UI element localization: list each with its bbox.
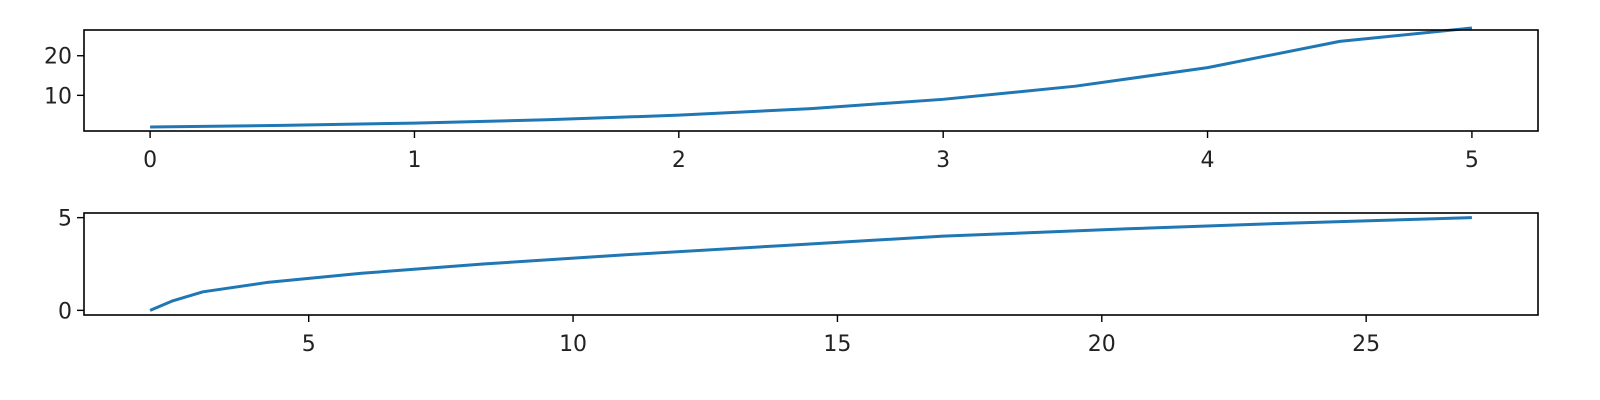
- x-tick-label: 2: [672, 148, 686, 173]
- x-tick-label: 15: [823, 332, 851, 357]
- x-tick-label: 3: [936, 148, 950, 173]
- x-tick-label: 0: [143, 148, 157, 173]
- x-tick-label: 5: [302, 332, 316, 357]
- bottom-subplot: 5 10 15 20 25 0 5: [58, 207, 1539, 357]
- y-tick-label: 20: [44, 45, 72, 70]
- x-tick-label: 1: [407, 148, 421, 173]
- axes-frame: [83, 29, 1539, 132]
- series-line-0: [150, 26, 1473, 129]
- top-subplot: 0 1 2 3 4 5 10 20: [44, 26, 1539, 173]
- y-tick-label: 0: [58, 299, 72, 324]
- y-tick-label: 10: [44, 84, 72, 109]
- x-tick-label: 10: [559, 332, 587, 357]
- x-tick-label: 5: [1465, 148, 1479, 173]
- y-tick-label: 5: [58, 207, 72, 232]
- x-tick-label: 20: [1088, 332, 1116, 357]
- x-tick-label: 4: [1201, 148, 1215, 173]
- series-line-0: [149, 216, 1472, 312]
- x-tick-label: 25: [1352, 332, 1380, 357]
- axes-frame: [83, 212, 1539, 316]
